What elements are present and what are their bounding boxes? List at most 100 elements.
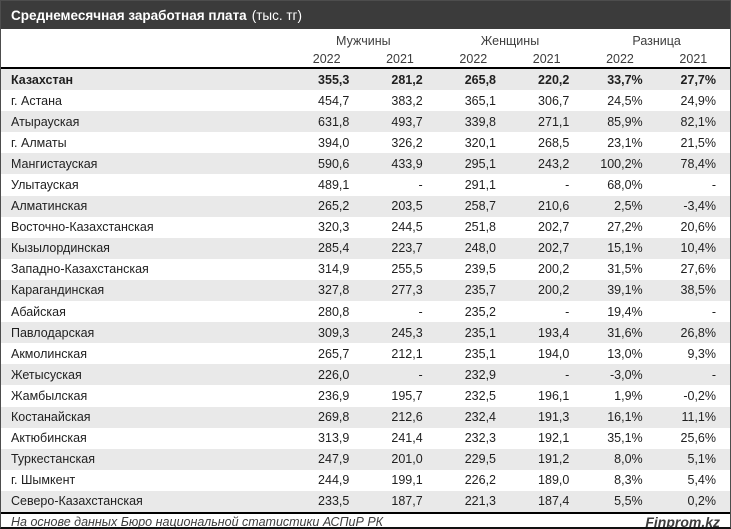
- value-cell: 21,5%: [680, 135, 716, 150]
- value-cell: 68,0%: [607, 178, 643, 193]
- value-cell: -: [418, 304, 423, 319]
- value-cell: 248,0: [464, 241, 496, 256]
- region-name-cell: Казахстан: [11, 72, 74, 87]
- value-cell: 27,6%: [680, 262, 716, 277]
- value-cell: 187,4: [538, 494, 570, 509]
- value-cell: 39,1%: [607, 283, 643, 298]
- value-cell: 210,6: [538, 199, 570, 214]
- value-cell: 235,1: [464, 346, 496, 361]
- region-name-cell: Туркестанская: [11, 452, 95, 467]
- value-cell: 5,4%: [687, 473, 717, 488]
- value-cell: 38,5%: [680, 283, 716, 298]
- table-row: Актюбинская 313,9 241,4 232,3 192,1 35,1% 25,6…: [1, 428, 730, 449]
- table-row: Кызылординская 285,4 223,7 248,0 202,7 15,1% 1…: [1, 237, 730, 259]
- value-cell: 232,5: [464, 388, 496, 403]
- value-cell: 285,4: [318, 241, 350, 256]
- table-row: Мангистауская 590,6 433,9 295,1 243,2 100,2% 7…: [1, 153, 730, 175]
- value-cell: 24,9%: [680, 93, 716, 108]
- brand-label: Finprom.kz: [645, 514, 720, 529]
- table-row: Восточно-Казахстанская 320,3 244,5 251,8 202…: [1, 217, 730, 238]
- value-cell: 244,9: [318, 473, 350, 488]
- value-cell: 326,2: [391, 135, 423, 150]
- region-name-cell: Северо-Казахстанская: [11, 494, 143, 509]
- value-cell: 8,3%: [614, 473, 643, 488]
- value-cell: 221,3: [464, 494, 496, 509]
- value-cell: 187,7: [391, 494, 423, 509]
- table-row: Абайская 280,8 - 235,2 - 19,4% -: [1, 301, 730, 322]
- region-name-cell: Кызылординская: [11, 241, 110, 256]
- value-cell: 2,5%: [614, 199, 643, 214]
- value-cell: 192,1: [538, 431, 570, 446]
- value-cell: 26,8%: [680, 325, 716, 340]
- value-cell: 365,1: [464, 93, 496, 108]
- table-row: Казахстан 355,3 281,2 265,8 220,2 33,7% 27,7%: [1, 69, 730, 91]
- value-cell: 489,1: [318, 178, 350, 193]
- table-row: Улытауская 489,1 - 291,1 - 68,0% -: [1, 174, 730, 195]
- value-cell: 314,9: [318, 262, 350, 277]
- region-name-cell: г. Шымкент: [11, 473, 76, 488]
- value-cell: 33,7%: [607, 72, 643, 87]
- value-cell: 27,2%: [607, 220, 643, 235]
- region-name-cell: Мангистауская: [11, 156, 98, 171]
- value-cell: 355,3: [318, 72, 350, 87]
- value-cell: 195,7: [391, 388, 423, 403]
- value-cell: 191,3: [538, 410, 570, 425]
- column-group-header-row: Мужчины Женщины Разница: [1, 31, 730, 50]
- value-cell: 291,1: [464, 178, 496, 193]
- value-cell: 85,9%: [607, 114, 643, 129]
- value-cell: 13,0%: [607, 346, 643, 361]
- value-cell: 24,5%: [607, 93, 643, 108]
- value-cell: 201,0: [391, 452, 423, 467]
- value-cell: 313,9: [318, 431, 350, 446]
- value-cell: 20,6%: [680, 220, 716, 235]
- value-cell: 236,9: [318, 388, 350, 403]
- value-cell: 196,1: [538, 388, 570, 403]
- region-name-cell: Алматинская: [11, 199, 88, 214]
- value-cell: 232,9: [464, 367, 496, 382]
- value-cell: 233,5: [318, 494, 350, 509]
- value-cell: 27,7%: [680, 72, 716, 87]
- column-group-women: Женщины: [480, 33, 540, 48]
- table-row: Жетысуская 226,0 - 232,9 - -3,0% -: [1, 364, 730, 386]
- value-cell: 232,4: [464, 410, 496, 425]
- value-cell: 226,2: [464, 473, 496, 488]
- value-cell: 10,4%: [680, 241, 716, 256]
- page-title: Среднемесячная заработная плата: [11, 7, 247, 23]
- value-cell: 212,1: [391, 346, 423, 361]
- table-body: Казахстан 355,3 281,2 265,8 220,2 33,7% 27,7% г…: [1, 69, 730, 512]
- value-cell: 19,4%: [607, 304, 643, 319]
- value-cell: 191,2: [538, 452, 570, 467]
- table-row: Западно-Казахстанская 314,9 255,5 239,5 200,…: [1, 259, 730, 280]
- value-cell: -0,2%: [683, 388, 716, 403]
- table-row: Атырауская 631,8 493,7 339,8 271,1 85,9% 82,1%: [1, 111, 730, 133]
- value-cell: 241,4: [391, 431, 423, 446]
- value-cell: 244,5: [391, 220, 423, 235]
- value-cell: 5,5%: [614, 494, 643, 509]
- table-top-rule: [1, 67, 730, 69]
- table-row: г. Астана 454,7 383,2 365,1 306,7 24,5% 24,9%: [1, 90, 730, 111]
- value-cell: 493,7: [391, 114, 423, 129]
- source-note: На основе данных Бюро национальной стати…: [11, 515, 384, 529]
- value-cell: 394,0: [318, 135, 350, 150]
- value-cell: -: [565, 367, 570, 382]
- table-row: Акмолинская 265,7 212,1 235,1 194,0 13,0% 9,3%: [1, 343, 730, 364]
- value-cell: 271,1: [538, 114, 570, 129]
- value-cell: 212,6: [391, 410, 423, 425]
- value-cell: 235,7: [464, 283, 496, 298]
- value-cell: 189,0: [538, 473, 570, 488]
- value-cell: 309,3: [318, 325, 350, 340]
- footer: На основе данных Бюро национальной стати…: [1, 514, 730, 529]
- value-cell: 202,7: [538, 241, 570, 256]
- value-cell: 226,0: [318, 367, 350, 382]
- value-cell: 295,1: [464, 156, 496, 171]
- value-cell: -: [565, 304, 570, 319]
- year-header-men-2021: 2021: [386, 51, 414, 66]
- table-row: Павлодарская 309,3 245,3 235,1 193,4 31,6% 26,…: [1, 322, 730, 344]
- value-cell: 277,3: [391, 283, 423, 298]
- value-cell: 15,1%: [607, 241, 643, 256]
- region-name-cell: Абайская: [11, 304, 66, 319]
- value-cell: -: [565, 178, 570, 193]
- value-cell: 265,7: [318, 346, 350, 361]
- value-cell: 82,1%: [680, 114, 716, 129]
